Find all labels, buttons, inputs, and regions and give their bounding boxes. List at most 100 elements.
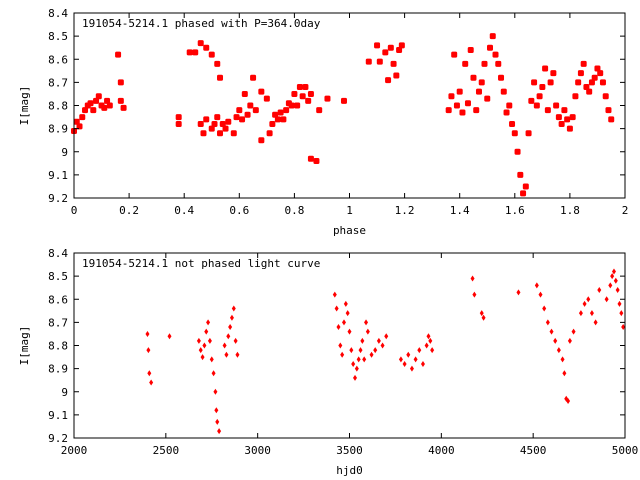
- phased-point: [503, 109, 510, 116]
- phased-point: [120, 104, 127, 111]
- not-phased-xtick-label: 4500: [520, 444, 547, 457]
- chart-phased: 0 0.2 0.4 0.6 0.8 1 1.2 1.4 1.6 1.8 2 8.4 8.5 8.6 8.7 8…: [18, 7, 628, 237]
- phased-point: [547, 79, 554, 86]
- phased-point: [478, 79, 485, 86]
- not-phased-point: [365, 328, 370, 335]
- not-phased-point: [556, 347, 561, 354]
- phased-ytick-label: 8.7: [48, 76, 68, 89]
- not-phased-point: [229, 314, 234, 321]
- phased-point: [539, 84, 546, 90]
- phased-point: [448, 93, 455, 100]
- phased-point: [489, 33, 496, 40]
- not-phased-point: [597, 287, 602, 293]
- phased-point: [104, 97, 111, 104]
- phased-point: [90, 107, 97, 114]
- not-phased-ytick-label: 8.9: [48, 363, 68, 376]
- not-phased-point: [567, 337, 572, 344]
- phased-xtick-label: 0.6: [229, 204, 249, 217]
- phased-ytick-label: 8.8: [48, 100, 68, 113]
- phased-point: [230, 130, 237, 137]
- phased-point: [258, 137, 265, 144]
- phased-point: [599, 79, 606, 86]
- not-phased-point: [233, 337, 238, 344]
- phased-point: [192, 49, 199, 56]
- phased-point: [390, 60, 397, 67]
- phased-ytick-label: 8.5: [48, 30, 68, 43]
- not-phased-point: [196, 337, 201, 344]
- phased-point: [385, 77, 392, 84]
- phased-point: [398, 42, 405, 49]
- phased-point: [307, 155, 314, 162]
- not-phased-point: [604, 296, 609, 303]
- phased-point: [374, 42, 381, 49]
- not-phased-point: [351, 361, 356, 367]
- not-phased-point: [353, 374, 358, 381]
- phased-point: [511, 130, 518, 137]
- not-phased-point: [364, 319, 369, 326]
- phased-point: [506, 102, 513, 109]
- not-phased-point: [613, 277, 618, 284]
- not-phased-point: [340, 351, 345, 358]
- phased-point: [250, 74, 257, 81]
- not-phased-point: [376, 337, 381, 344]
- phased-point: [272, 111, 279, 118]
- not-phased-point: [538, 291, 543, 298]
- phased-point: [313, 158, 320, 164]
- not-phased-point: [413, 356, 418, 363]
- phased-point: [470, 74, 477, 81]
- phased-xtick-label: 1.4: [450, 204, 470, 217]
- phased-xtick-label: 0.4: [174, 204, 194, 217]
- phased-point: [481, 60, 488, 67]
- phased-point: [445, 107, 452, 114]
- phased-point: [387, 44, 394, 51]
- phased-point: [462, 60, 469, 67]
- not-phased-point: [198, 347, 203, 354]
- phased-point: [561, 107, 568, 114]
- phased-point: [82, 107, 89, 114]
- phased-point: [236, 107, 243, 114]
- phased-point: [274, 116, 281, 123]
- phased-point: [605, 107, 612, 114]
- phased-point: [453, 102, 460, 109]
- not-phased-point: [360, 337, 365, 344]
- not-phased-point: [235, 351, 240, 358]
- phased-point: [492, 51, 499, 58]
- phased-point: [266, 130, 273, 137]
- not-phased-point: [472, 291, 477, 298]
- phased-point: [572, 93, 579, 100]
- not-phased-point: [202, 342, 207, 349]
- phased-point: [522, 183, 529, 190]
- not-phased-point: [354, 365, 359, 372]
- not-phased-ytick-label: 9.1: [48, 409, 68, 422]
- not-phased-point: [589, 310, 594, 317]
- phased-point: [76, 123, 83, 130]
- not-phased-point: [204, 328, 209, 335]
- phased-point: [509, 121, 516, 127]
- phased-point: [283, 107, 290, 114]
- phased-point: [583, 84, 590, 90]
- not-phased-point: [611, 268, 616, 275]
- phased-xtick-label: 1.6: [505, 204, 525, 217]
- phased-point: [73, 118, 80, 125]
- not-phased-ticks: 2000 2500 3000 3500 4000 4500 5000 8.4 8.5 8.6 8.7…: [48, 247, 638, 457]
- phased-point: [200, 130, 207, 137]
- phased-point: [203, 44, 210, 51]
- not-phased-point: [336, 324, 341, 330]
- phased-point: [564, 116, 571, 123]
- not-phased-point: [582, 300, 587, 307]
- phased-point: [263, 95, 270, 102]
- not-phased-point: [549, 328, 554, 335]
- phased-ytick-label: 9.2: [48, 192, 68, 205]
- not-phased-point: [345, 310, 350, 317]
- phased-ytick-label: 9: [61, 146, 68, 159]
- not-phased-point: [343, 300, 348, 307]
- phased-point: [233, 114, 240, 121]
- not-phased-xtick-label: 2500: [153, 444, 180, 457]
- phased-point: [553, 102, 560, 109]
- not-phased-point: [479, 310, 484, 317]
- phased-point: [175, 114, 182, 121]
- not-phased-ytick-label: 8.4: [48, 247, 68, 260]
- phased-xtick-label: 1.2: [395, 204, 415, 217]
- not-phased-point: [516, 289, 521, 296]
